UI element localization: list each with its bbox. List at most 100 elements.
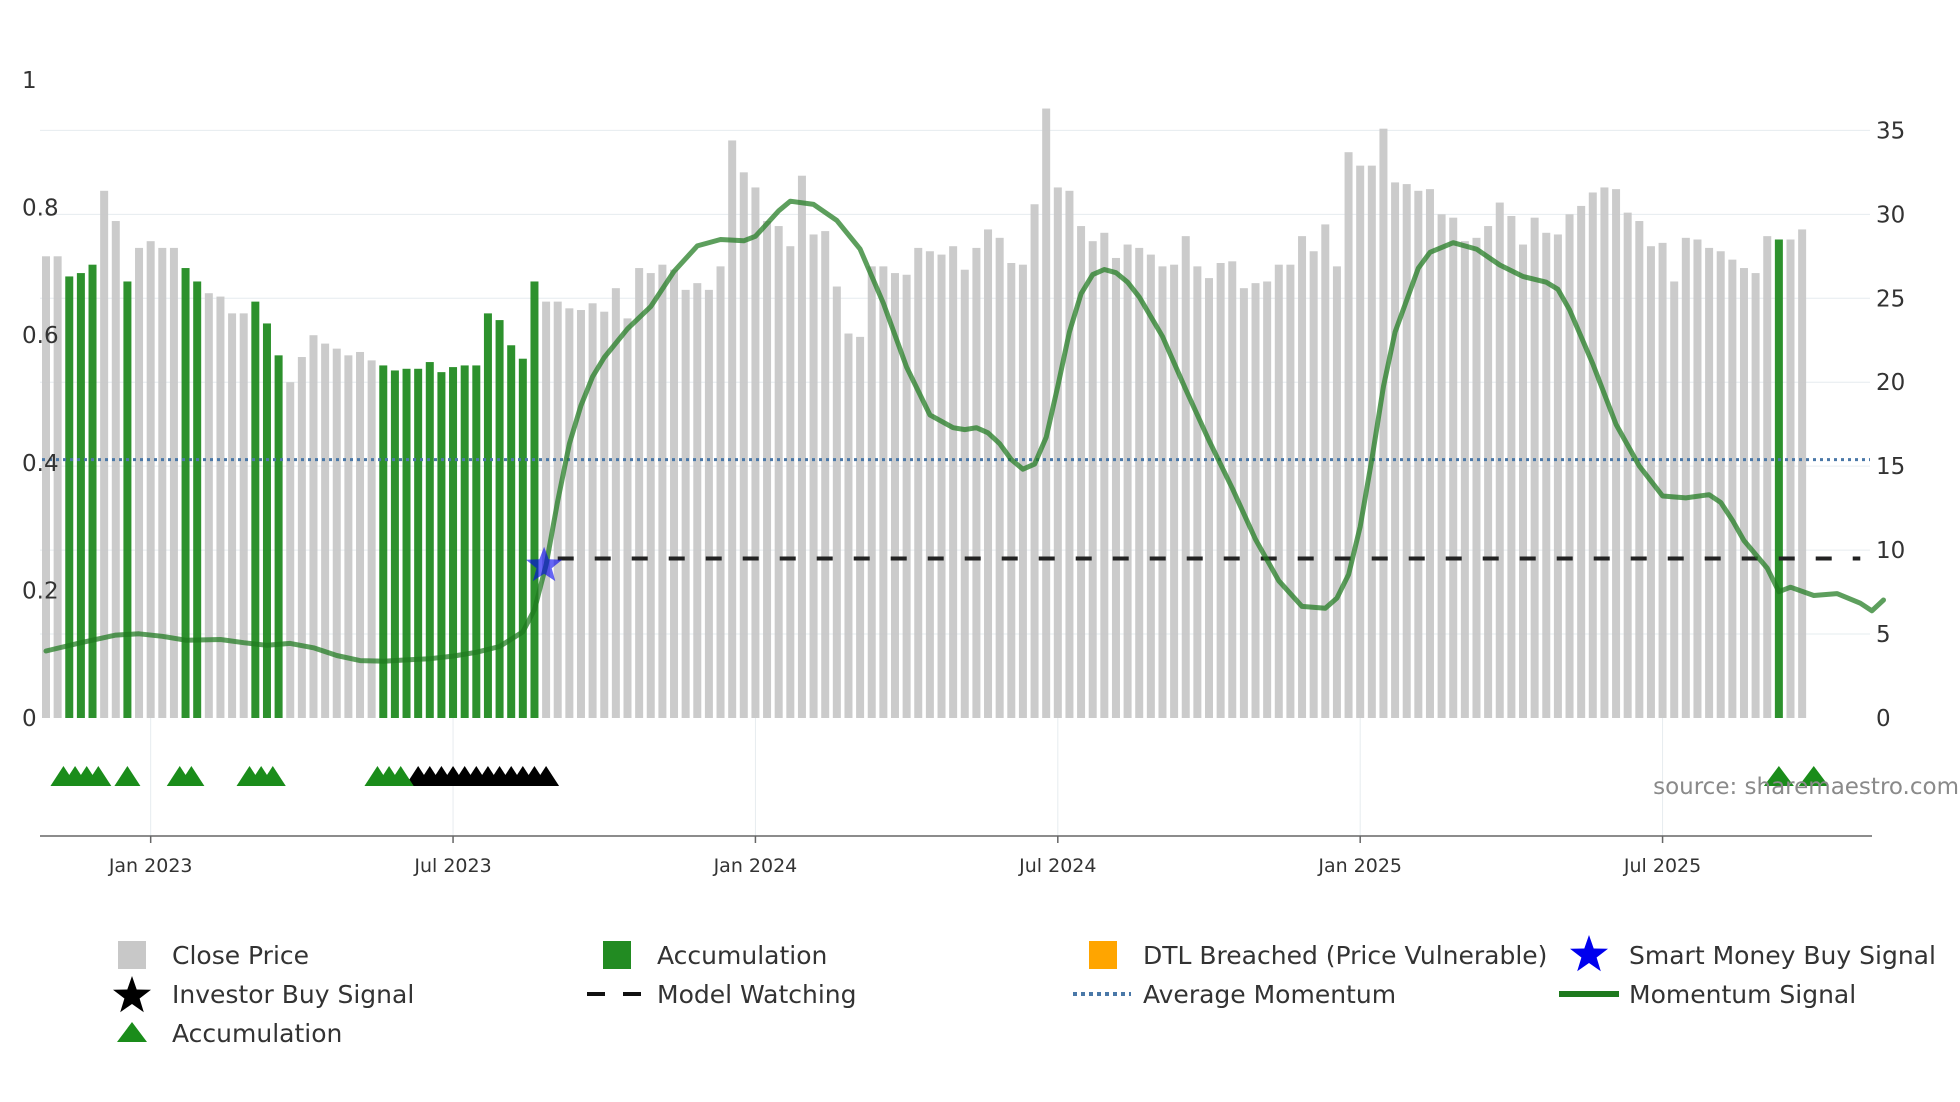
accumulation-bar [274,355,283,718]
close-price-bar [542,301,551,718]
close-price-bar [1542,232,1551,718]
close-price-bar [1286,264,1295,718]
close-price-bar [1484,226,1493,718]
close-price-bar [1309,251,1318,718]
close-price-bar [356,351,365,718]
close-price-bar [972,247,981,719]
accumulation-bar [530,281,539,718]
close-price-bar [646,273,655,718]
signal-triangles [50,766,1829,786]
close-price-bar [1263,281,1272,718]
close-price-bar [960,269,969,718]
close-price-bar [1460,241,1469,718]
accumulation-bar [449,367,458,718]
close-price-bar [716,266,725,718]
close-price-bar [135,247,144,719]
close-price-bar [1600,187,1609,718]
close-price-bar [204,293,213,718]
smart-money-buy-star [526,546,563,582]
close-price-bar [949,246,958,718]
close-price-bar [228,313,237,718]
close-price-bar [565,308,574,718]
close-price-bar [169,247,178,719]
close-price-bar [693,283,702,718]
legend-swatch-close-price [118,941,146,969]
close-price-bar [111,221,120,718]
right-tick-label: 25 [1876,286,1905,312]
close-price-bar [1507,215,1516,718]
close-price-bar [332,348,341,718]
accumulation-bar [1774,239,1783,718]
x-tick-label: Jan 2023 [108,855,193,877]
accumulation-bar [472,365,481,718]
close-price-bar [1693,239,1702,718]
close-price-bar [1681,237,1690,719]
close-price-bar [239,313,248,718]
close-price-bar [890,273,899,718]
close-price-bar [1658,242,1667,718]
x-tick-label: Jul 2025 [1623,855,1701,877]
legend-swatch-accumulation [603,941,631,969]
close-price-bar [1356,165,1365,718]
close-price-bar [1088,241,1097,718]
close-price-bar [1623,212,1632,718]
close-price-bar [1251,283,1260,718]
close-price-bar [937,254,946,718]
close-price-bar [844,333,853,718]
accumulation-bar [414,368,423,718]
close-price-bar [309,335,318,718]
accumulation-bar [193,281,202,718]
accumulation-bar [390,370,399,718]
close-price-bar [925,251,934,718]
close-price-bar [286,382,295,718]
x-tick-label: Jul 2024 [1018,855,1096,877]
accumulation-triangle [85,766,112,786]
close-price-bar [42,256,50,718]
close-price-bar [1670,281,1679,718]
close-price-bar [100,190,109,718]
close-price-bar [367,360,376,718]
close-price-bar [576,310,585,718]
close-price-bar [984,229,993,718]
accumulation-bar [181,268,190,718]
close-price-bar [658,264,667,718]
close-price-bar [821,231,830,718]
close-price-bar [1379,128,1388,719]
legend-label-average-momentum: Average Momentum [1143,980,1396,1009]
close-price-bar [797,175,806,718]
close-price-bar [856,336,865,718]
right-tick-label: 30 [1876,202,1905,228]
left-tick-label: 0 [22,706,37,732]
close-price-bar [1472,237,1481,719]
legend-label-accumulation-triangle: Accumulation [172,1019,342,1048]
accumulation-bar [507,345,516,718]
momentum-signal-line [43,198,1886,664]
close-price-bar [995,237,1004,719]
accumulation-triangle [114,766,141,786]
close-price-bar [1146,254,1155,718]
close-price-bar [1588,192,1597,718]
close-price-bar [681,289,690,718]
close-price-bar [670,269,679,718]
close-price-bar [1321,224,1330,719]
x-tick-label: Jan 2025 [1317,855,1402,877]
legend-label-investor-buy: Investor Buy Signal [172,980,414,1009]
accumulation-triangle [259,766,286,786]
close-price-bar [1205,278,1213,718]
close-price-bar [1077,226,1086,718]
close-price-bar [1612,189,1621,718]
legend-label-close-price: Close Price [172,941,309,970]
close-price-bar [1007,263,1016,718]
legend-label-dtl-breached: DTL Breached (Price Vulnerable) [1143,941,1547,970]
close-price-bar [1053,187,1062,718]
accumulation-triangle [1763,766,1794,786]
close-price-bar [1181,236,1190,719]
accumulation-bar [123,281,132,718]
close-price-bar [902,274,911,718]
close-price-bar [216,296,225,718]
close-price-bar [1216,263,1225,718]
accumulation-bar [262,323,271,718]
close-price-bar [623,318,632,718]
smart-money-signal-group [526,546,563,582]
